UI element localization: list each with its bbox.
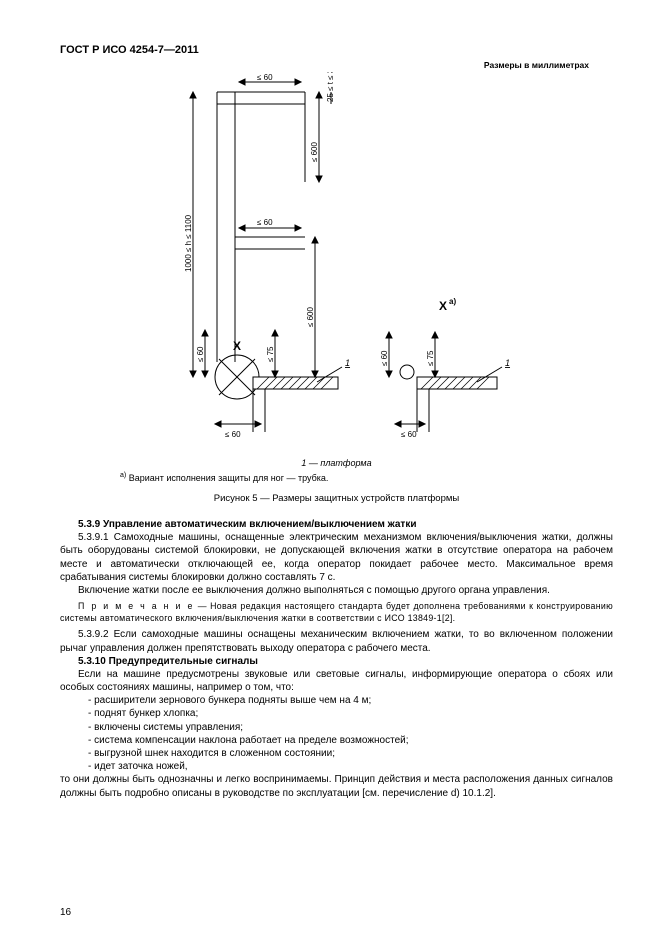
para-5391b: Включение жатки после ее выключения долж… — [60, 584, 613, 597]
leader-1a: 1 — [345, 358, 350, 368]
figure-caption: Рисунок 5 — Размеры защитных устройств п… — [60, 493, 613, 504]
heading-5310: 5.3.10 Предупредительные сигналы — [60, 655, 613, 668]
note-539: П р и м е ч а н и е — Новая редакция нас… — [60, 601, 613, 624]
dim-le60-top: ≤ 60 — [257, 73, 273, 82]
dim-le600a: ≤ 600 — [310, 141, 319, 162]
list-item: - выгрузной шнек находится в сложенном с… — [88, 747, 613, 760]
figure-footnote: a) Вариант исполнения защиты для ног — т… — [120, 472, 613, 483]
units-note: Размеры в миллиметрах — [60, 60, 589, 70]
para-5391a: 5.3.9.1 Самоходные машины, оснащенные эл… — [60, 531, 613, 584]
note-label: П р и м е ч а н и е — [78, 601, 194, 611]
dim-le60-btm: ≤ 60 — [225, 430, 241, 439]
marker-x: X — [233, 339, 241, 353]
footnote-text: Вариант исполнения защиты для ног — труб… — [126, 473, 328, 483]
signal-list: - расширители зернового бункера подняты … — [60, 694, 613, 773]
page-number: 16 — [60, 907, 71, 918]
para-5310b: то они должны быть однозначны и легко во… — [60, 773, 613, 799]
legend-text: — платформа — [306, 458, 371, 468]
body-text: 5.3.9 Управление автоматическим включени… — [60, 518, 613, 800]
dim-t-range: 25 ≤ t ≤ 38 — [326, 72, 335, 102]
figure-5: ≤ 60 25 ≤ t ≤ 38 ≤ 600 1000 ≤ h ≤ 1100 ≤… — [60, 72, 613, 452]
dim-le600b: ≤ 600 — [306, 306, 315, 327]
list-item: - система компенсации наклона работает н… — [88, 734, 613, 747]
dim-le60-altL: ≤ 60 — [380, 350, 389, 366]
dim-le75-alt: ≤ 75 — [426, 350, 435, 366]
figure-legend: 1 — платформа — [60, 458, 613, 468]
list-item: - идет заточка ножей, — [88, 760, 613, 773]
marker-x-alt: X — [439, 299, 447, 313]
list-item: - включены системы управления; — [88, 721, 613, 734]
heading-539: 5.3.9 Управление автоматическим включени… — [60, 518, 613, 531]
dim-le60-lowL: ≤ 60 — [196, 346, 205, 362]
leader-1b: 1 — [505, 358, 510, 368]
dim-h-range: 1000 ≤ h ≤ 1100 — [184, 214, 193, 272]
dim-le60-mid: ≤ 60 — [257, 218, 273, 227]
para-5392: 5.3.9.2 Если самоходные машины оснащены … — [60, 628, 613, 654]
marker-x-alt-sup: a) — [449, 297, 456, 306]
dim-le75: ≤ 75 — [266, 346, 275, 362]
list-item: - расширители зернового бункера подняты … — [88, 694, 613, 707]
list-item: - поднят бункер хлопка; — [88, 707, 613, 720]
dim-le60-altbtm: ≤ 60 — [401, 430, 417, 439]
para-5310a: Если на машине предусмотрены звуковые ил… — [60, 668, 613, 694]
doc-header: ГОСТ Р ИСО 4254-7—2011 — [60, 44, 613, 56]
